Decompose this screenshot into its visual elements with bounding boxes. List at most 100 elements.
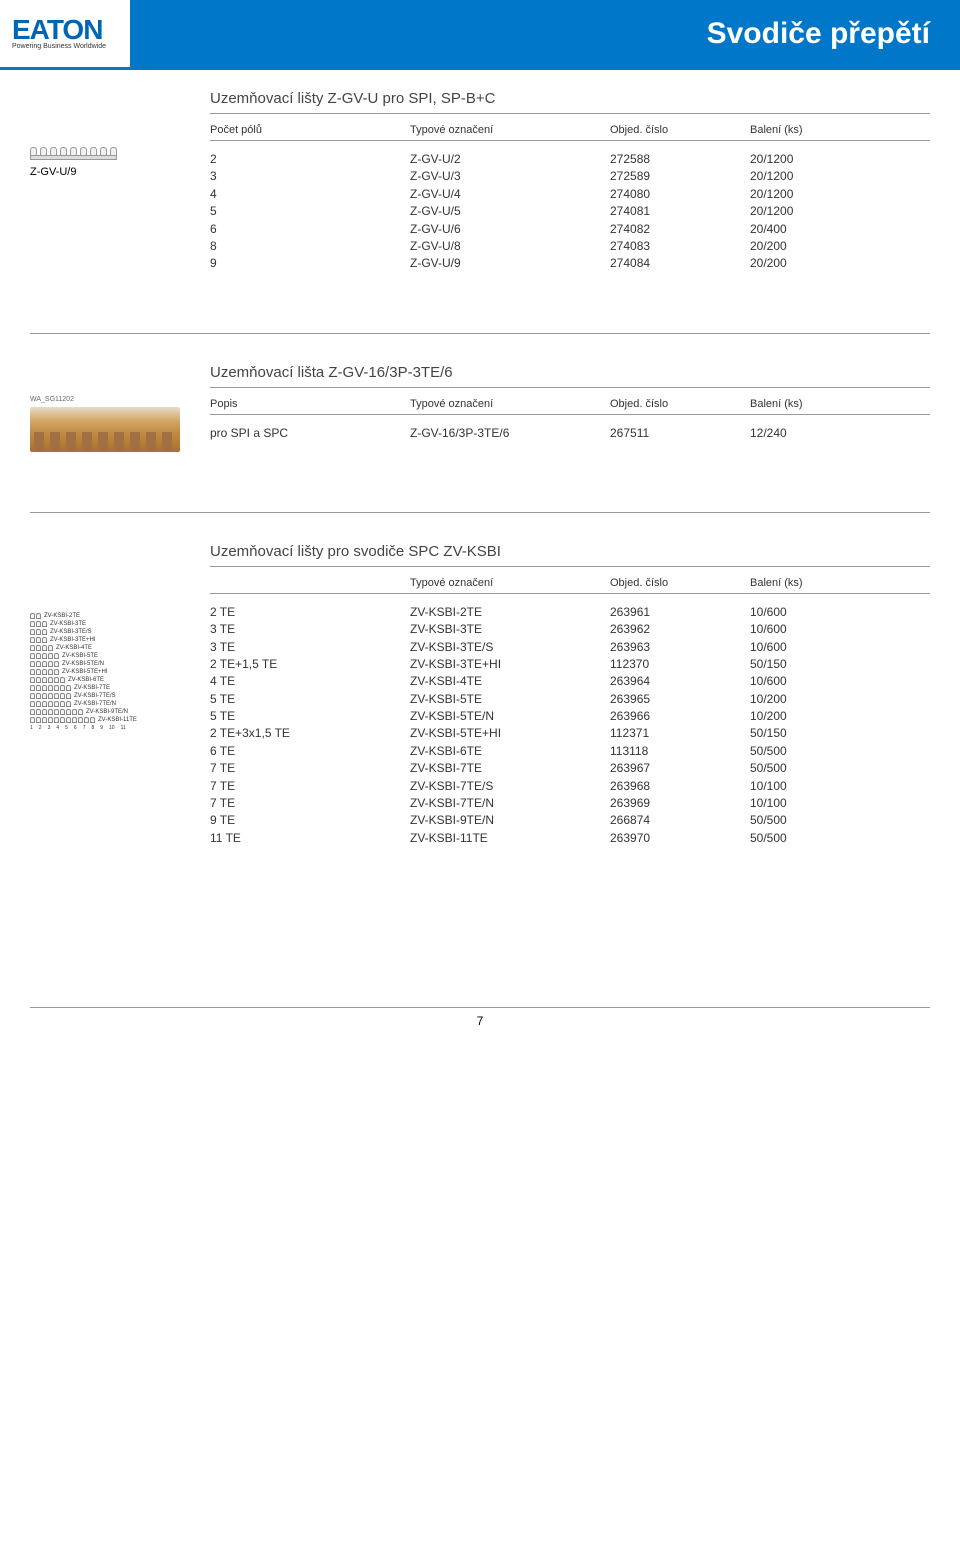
table-cell: 50/500 bbox=[750, 830, 930, 847]
mini-busbar-label: ZV-KSBI-7TE bbox=[74, 685, 110, 691]
mini-busbar-icon bbox=[30, 701, 71, 707]
table-cell: 272588 bbox=[610, 151, 750, 168]
table-cell: 2 TE+3x1,5 TE bbox=[210, 725, 410, 742]
table-row: 9Z-GV-U/927408420/200 bbox=[210, 255, 930, 272]
busbar-icon-zgvu9 bbox=[30, 147, 117, 160]
table-cell: Z-GV-U/9 bbox=[410, 255, 610, 272]
table-cell: 20/1200 bbox=[750, 151, 930, 168]
section1-title: Uzemňovací lišty Z-GV-U pro SPI, SP-B+C bbox=[210, 90, 930, 114]
table-cell: 263967 bbox=[610, 760, 750, 777]
table-cell: 274081 bbox=[610, 203, 750, 220]
table-cell: 263965 bbox=[610, 691, 750, 708]
table-cell: 274080 bbox=[610, 186, 750, 203]
mini-busbar-label: ZV-KSBI-9TE/N bbox=[86, 709, 128, 715]
mini-busbar-row: ZV-KSBI-7TE bbox=[30, 685, 190, 691]
section3-body: 2 TEZV-KSBI-2TE26396110/6003 TEZV-KSBI-3… bbox=[210, 604, 930, 847]
mini-busbar-row: ZV-KSBI-5TE/N bbox=[30, 661, 190, 667]
col-header: Typové označení bbox=[410, 398, 610, 410]
table-cell: 10/600 bbox=[750, 604, 930, 621]
table-cell: 6 TE bbox=[210, 743, 410, 760]
mini-busbar-row: ZV-KSBI-5TE+HI bbox=[30, 669, 190, 675]
mini-busbar-label: ZV-KSBI-7TE/N bbox=[74, 701, 116, 707]
section2-body: pro SPI a SPCZ-GV-16/3P-3TE/626751112/24… bbox=[210, 425, 930, 442]
ruler-number: 4 bbox=[56, 725, 59, 731]
col-header: Počet pólů bbox=[210, 124, 410, 136]
table-cell: Z-GV-U/8 bbox=[410, 238, 610, 255]
mini-busbar-row: ZV-KSBI-2TE bbox=[30, 613, 190, 619]
table-cell: Z-GV-U/3 bbox=[410, 168, 610, 185]
table-cell: ZV-KSBI-7TE/S bbox=[410, 778, 610, 795]
mini-busbar-icon bbox=[30, 637, 47, 643]
section3-title: Uzemňovací lišty pro svodiče SPC ZV-KSBI bbox=[210, 543, 930, 567]
col-header: Balení (ks) bbox=[750, 124, 930, 136]
mini-busbar-label: ZV-KSBI-5TE+HI bbox=[62, 669, 108, 675]
table-cell: ZV-KSBI-6TE bbox=[410, 743, 610, 760]
table-cell: 2 TE+1,5 TE bbox=[210, 656, 410, 673]
content: Z-GV-U/9 Uzemňovací lišty Z-GV-U pro SPI… bbox=[0, 70, 960, 927]
table-cell: ZV-KSBI-7TE/N bbox=[410, 795, 610, 812]
mini-busbar-icon bbox=[30, 661, 59, 667]
table-cell: 263964 bbox=[610, 673, 750, 690]
table-row: 5 TEZV-KSBI-5TE26396510/200 bbox=[210, 691, 930, 708]
mini-busbar-icon bbox=[30, 621, 47, 627]
table-cell: 274083 bbox=[610, 238, 750, 255]
table-row: 2 TE+3x1,5 TEZV-KSBI-5TE+HI11237150/150 bbox=[210, 725, 930, 742]
table-cell: ZV-KSBI-5TE bbox=[410, 691, 610, 708]
section-zgvu: Z-GV-U/9 Uzemňovací lišty Z-GV-U pro SPI… bbox=[30, 90, 930, 273]
mini-busbar-icon bbox=[30, 685, 71, 691]
table-row: 4Z-GV-U/427408020/1200 bbox=[210, 186, 930, 203]
table-cell: 50/500 bbox=[750, 743, 930, 760]
table-cell: 10/600 bbox=[750, 621, 930, 638]
section-zvksbi: ZV-KSBI-2TE ZV-KSBI-3TE ZV-KSBI-3TE/S ZV-KS… bbox=[30, 543, 930, 847]
section1-left-label: Z-GV-U/9 bbox=[30, 166, 190, 178]
table-row: 9 TEZV-KSBI-9TE/N26687450/500 bbox=[210, 812, 930, 829]
mini-busbar-label: ZV-KSBI-7TE/S bbox=[74, 693, 116, 699]
table-row: 5 TEZV-KSBI-5TE/N26396610/200 bbox=[210, 708, 930, 725]
mini-busbar-row: ZV-KSBI-3TE/S bbox=[30, 629, 190, 635]
table-cell: 10/200 bbox=[750, 708, 930, 725]
ruler-number: 2 bbox=[39, 725, 42, 731]
image-reference: WA_SG11202 bbox=[30, 396, 190, 403]
table-cell: 20/200 bbox=[750, 255, 930, 272]
mini-busbar-icon bbox=[30, 613, 41, 619]
table-cell: ZV-KSBI-11TE bbox=[410, 830, 610, 847]
ruler-number: 1 bbox=[30, 725, 33, 731]
mini-busbar-icon bbox=[30, 645, 53, 651]
table-cell: 263963 bbox=[610, 639, 750, 656]
col-header: Objed. číslo bbox=[610, 577, 750, 589]
table-cell: 263962 bbox=[610, 621, 750, 638]
table-row: 7 TEZV-KSBI-7TE/S26396810/100 bbox=[210, 778, 930, 795]
ruler-number: 7 bbox=[83, 725, 86, 731]
table-cell: 9 bbox=[210, 255, 410, 272]
table-cell: ZV-KSBI-4TE bbox=[410, 673, 610, 690]
table-cell: ZV-KSBI-9TE/N bbox=[410, 812, 610, 829]
ruler-number: 8 bbox=[91, 725, 94, 731]
table-cell: 3 TE bbox=[210, 621, 410, 638]
section-zgv16: WA_SG11202 Uzemňovací lišta Z-GV-16/3P-3… bbox=[30, 364, 930, 452]
table-cell: 8 bbox=[210, 238, 410, 255]
page-number: 7 bbox=[477, 1014, 484, 1028]
table-cell: 10/200 bbox=[750, 691, 930, 708]
mini-busbar-icon bbox=[30, 677, 65, 683]
col-header: Balení (ks) bbox=[750, 398, 930, 410]
table-cell: 263968 bbox=[610, 778, 750, 795]
mini-busbar-icon bbox=[30, 693, 71, 699]
table-cell: 4 bbox=[210, 186, 410, 203]
table-row: 4 TEZV-KSBI-4TE26396410/600 bbox=[210, 673, 930, 690]
table-cell: 20/400 bbox=[750, 221, 930, 238]
table-cell: 12/240 bbox=[750, 425, 930, 442]
table-cell: 113118 bbox=[610, 743, 750, 760]
mini-busbar-icon bbox=[30, 669, 59, 675]
mini-busbar-label: ZV-KSBI-3TE bbox=[50, 621, 86, 627]
mini-busbar-label: ZV-KSBI-3TE+HI bbox=[50, 637, 96, 643]
col-header: Typové označení bbox=[410, 124, 610, 136]
table-cell: Z-GV-U/2 bbox=[410, 151, 610, 168]
page-footer: 7 bbox=[30, 1007, 930, 1028]
table-row: 7 TEZV-KSBI-7TE26396750/500 bbox=[210, 760, 930, 777]
table-row: 5Z-GV-U/527408120/1200 bbox=[210, 203, 930, 220]
table-cell: 2 TE bbox=[210, 604, 410, 621]
table-row: 8Z-GV-U/827408320/200 bbox=[210, 238, 930, 255]
page-title: Svodiče přepětí bbox=[130, 0, 960, 67]
table-cell: 266874 bbox=[610, 812, 750, 829]
mini-busbar-row: ZV-KSBI-6TE bbox=[30, 677, 190, 683]
